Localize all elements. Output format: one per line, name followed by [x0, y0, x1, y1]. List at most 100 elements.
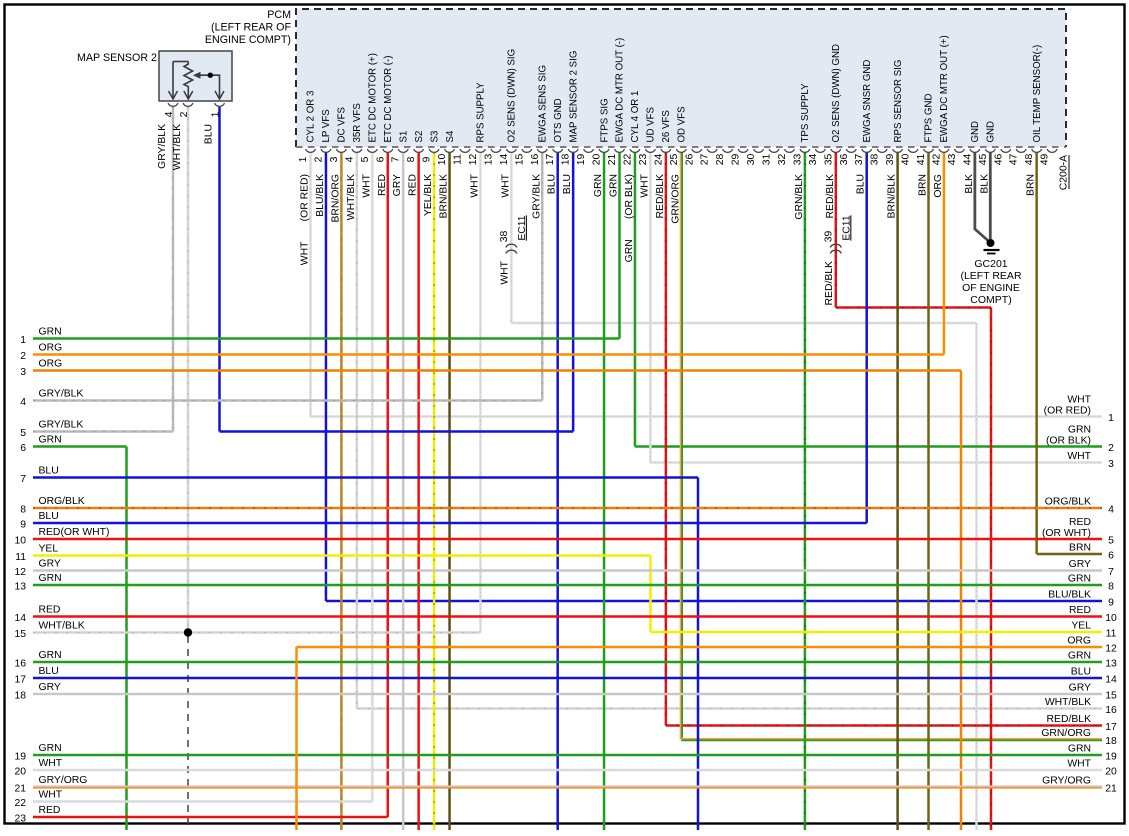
- svg-text:2: 2: [179, 111, 190, 117]
- svg-text:ORG: ORG: [39, 359, 63, 370]
- svg-text:33: 33: [792, 154, 803, 166]
- svg-text:29: 29: [731, 154, 742, 166]
- svg-text:YEL/BLK: YEL/BLK: [423, 174, 434, 216]
- svg-text:20: 20: [1105, 767, 1117, 778]
- svg-text:BLU: BLU: [856, 174, 867, 194]
- svg-text:3: 3: [329, 156, 340, 162]
- svg-text:GC201: GC201: [974, 258, 1007, 270]
- svg-text:15: 15: [1105, 691, 1117, 702]
- svg-text:BLU/BLK: BLU/BLK: [1048, 590, 1091, 601]
- svg-text:GRN: GRN: [593, 174, 604, 197]
- svg-text:11: 11: [453, 154, 464, 165]
- svg-text:WHT (OR RED): WHT (OR RED): [300, 174, 311, 265]
- svg-text:20: 20: [592, 154, 603, 166]
- svg-text:37: 37: [854, 154, 865, 166]
- svg-text:YEL: YEL: [39, 544, 59, 555]
- svg-text:13: 13: [1105, 659, 1117, 670]
- svg-text:16: 16: [530, 154, 541, 166]
- svg-text:S4: S4: [445, 130, 456, 142]
- svg-text:BRN: BRN: [1069, 543, 1091, 554]
- svg-text:20: 20: [14, 767, 26, 778]
- svg-text:O2 SENS (DWN) SIG: O2 SENS (DWN) SIG: [507, 49, 518, 143]
- svg-text:FTPS GND: FTPS GND: [924, 94, 935, 143]
- svg-text:39: 39: [885, 154, 896, 166]
- svg-text:36: 36: [839, 154, 850, 166]
- svg-text:BLU: BLU: [562, 174, 573, 194]
- svg-text:GND: GND: [986, 121, 997, 143]
- svg-text:RED: RED: [39, 805, 61, 816]
- svg-text:GRN: GRN: [609, 174, 620, 197]
- svg-text:26 VFS: 26 VFS: [661, 110, 672, 143]
- svg-text:17: 17: [545, 154, 556, 166]
- svg-text:GRN/ORG: GRN/ORG: [670, 174, 681, 224]
- svg-text:25: 25: [669, 154, 680, 166]
- svg-text:26: 26: [684, 154, 695, 166]
- svg-text:BLK: BLK: [964, 174, 975, 194]
- svg-text:PCM: PCM: [267, 9, 291, 21]
- svg-text:CYL 4 OR 1: CYL 4 OR 1: [630, 91, 641, 143]
- svg-text:WHT/BLK: WHT/BLK: [172, 124, 183, 170]
- svg-text:GRN: GRN: [39, 743, 62, 754]
- svg-text:GRY: GRY: [39, 559, 61, 570]
- svg-text:23: 23: [638, 154, 649, 166]
- svg-text:EWGA SENS SIG: EWGA SENS SIG: [537, 65, 548, 143]
- svg-text:S1: S1: [398, 131, 409, 143]
- svg-text:DC VFS: DC VFS: [337, 106, 348, 142]
- svg-text:GRY: GRY: [39, 682, 61, 693]
- svg-text:WHT: WHT: [361, 173, 372, 197]
- svg-text:BRN/ORG: BRN/ORG: [330, 174, 341, 223]
- svg-text:GRN: GRN: [39, 327, 62, 338]
- svg-text:GRY/BLK: GRY/BLK: [157, 124, 168, 169]
- svg-text:7: 7: [1108, 567, 1114, 578]
- svg-text:13: 13: [14, 582, 26, 593]
- svg-text:WHT/BLK: WHT/BLK: [1045, 697, 1091, 708]
- svg-text:9: 9: [1108, 598, 1114, 609]
- svg-text:15: 15: [514, 154, 525, 166]
- svg-text:6: 6: [1108, 551, 1114, 562]
- svg-text:4: 4: [20, 397, 26, 408]
- svg-text:34: 34: [808, 154, 819, 166]
- svg-text:1: 1: [298, 156, 309, 162]
- svg-text:(OR WHT): (OR WHT): [1042, 528, 1091, 539]
- svg-text:40: 40: [901, 154, 912, 166]
- svg-text:MAP SENSOR 2: MAP SENSOR 2: [77, 52, 157, 64]
- svg-text:12: 12: [1105, 644, 1117, 655]
- svg-text:4: 4: [344, 156, 355, 162]
- svg-text:RED/BLK: RED/BLK: [1047, 714, 1092, 725]
- svg-text:COMPT): COMPT): [970, 294, 1011, 306]
- svg-text:22: 22: [14, 798, 26, 809]
- svg-text:RED/BLK: RED/BLK: [824, 261, 835, 306]
- svg-text:WHT/BLK: WHT/BLK: [39, 621, 85, 632]
- svg-text:11: 11: [15, 552, 26, 563]
- svg-text:31: 31: [762, 154, 773, 166]
- svg-text:45: 45: [978, 154, 989, 166]
- svg-text:21: 21: [14, 784, 26, 795]
- svg-text:S3: S3: [429, 131, 440, 143]
- svg-text:GRN: GRN: [1068, 574, 1091, 585]
- svg-text:EWGA DC MTR OUT (-): EWGA DC MTR OUT (-): [615, 38, 626, 143]
- svg-text:5: 5: [1108, 536, 1114, 547]
- svg-text:EC11: EC11: [517, 215, 528, 240]
- svg-text:EWGA DC MTR OUT (+): EWGA DC MTR OUT (+): [939, 35, 950, 142]
- svg-text:35R VFS: 35R VFS: [352, 103, 363, 143]
- svg-text:O2 SENS (DWN) GND: O2 SENS (DWN) GND: [831, 44, 842, 143]
- svg-text:GRN: GRN: [1068, 744, 1091, 755]
- svg-text:GRN: GRN: [1068, 425, 1091, 436]
- svg-text:OD VFS: OD VFS: [677, 106, 688, 143]
- svg-text:ORG: ORG: [933, 174, 944, 198]
- svg-text:ORG: ORG: [1067, 636, 1091, 647]
- svg-text:6: 6: [20, 443, 26, 454]
- svg-text:BRN: BRN: [918, 174, 929, 196]
- svg-text:WHT: WHT: [1067, 759, 1091, 770]
- svg-text:BLU/BLK: BLU/BLK: [315, 174, 326, 217]
- svg-text:22: 22: [622, 154, 633, 166]
- svg-text:5: 5: [20, 428, 26, 439]
- svg-text:23: 23: [14, 814, 26, 825]
- svg-text:UD VFS: UD VFS: [646, 106, 657, 142]
- svg-text:ETC DC MOTOR (+): ETC DC MOTOR (+): [368, 53, 379, 142]
- svg-text:38: 38: [870, 154, 881, 166]
- svg-text:EWGA SNSR GND: EWGA SNSR GND: [862, 60, 873, 143]
- svg-text:39: 39: [823, 231, 834, 243]
- svg-text:5: 5: [360, 156, 371, 162]
- svg-text:14: 14: [1105, 675, 1117, 686]
